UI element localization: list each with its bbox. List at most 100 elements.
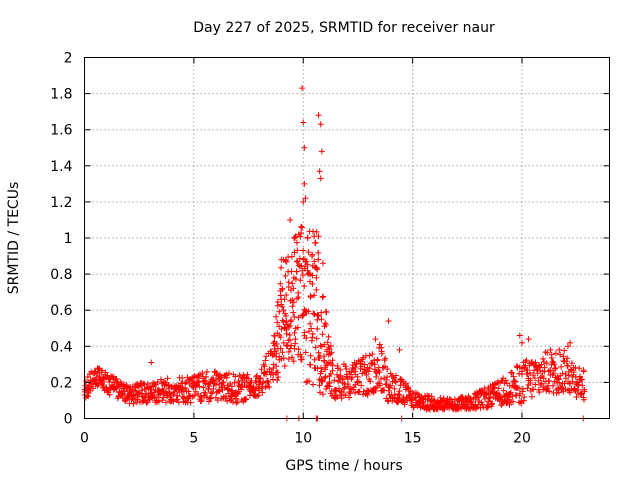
data-point [352,389,359,396]
data-point [561,347,568,354]
data-point [261,363,268,370]
data-point [516,385,523,392]
data-point [291,249,298,256]
data-point [285,254,292,261]
data-point [278,264,285,271]
data-point [551,361,558,368]
axis-ticks [84,57,610,419]
data-point [309,272,316,279]
data-point [312,344,319,351]
data-point [220,379,227,386]
data-point [550,370,557,377]
data-point [547,367,554,374]
data-point [359,370,366,377]
data-point [253,373,260,380]
data-point [311,292,318,299]
data-point [509,369,516,376]
data-point [216,380,223,387]
data-point [277,334,284,341]
data-point [154,379,161,386]
data-point [544,349,551,356]
data-point [279,303,286,310]
data-point [343,365,350,372]
data-points [81,85,588,422]
data-point [318,316,325,323]
data-point [282,312,289,319]
data-point [290,358,297,365]
data-point [281,363,288,370]
data-point [282,257,289,264]
data-point [90,385,97,392]
data-point [538,380,545,387]
data-point [385,387,392,394]
data-point [278,256,285,263]
data-point [303,335,310,342]
y-tick-label: 1 [64,231,73,247]
data-point [318,368,325,375]
data-point [430,397,437,404]
data-point [314,266,321,273]
data-point [300,119,307,126]
data-point [410,404,417,411]
data-point [294,324,301,331]
data-point [561,380,568,387]
data-point [384,366,391,373]
data-point [527,377,534,384]
data-point [96,373,103,380]
data-point [381,387,388,394]
data-point [466,395,473,402]
data-point [535,377,542,384]
data-point [555,389,562,396]
data-point [564,362,571,369]
data-point [315,112,322,119]
data-point [321,323,328,330]
data-point [571,385,578,392]
data-point [303,379,310,386]
data-point [283,292,290,299]
data-point [125,393,132,400]
data-point [200,384,207,391]
data-point [287,216,294,223]
data-point [377,375,384,382]
data-point [395,397,402,404]
data-point [581,386,588,393]
data-point [373,383,380,390]
data-point [276,308,283,315]
data-point [305,249,312,256]
data-point [299,272,306,279]
data-point [195,379,202,386]
data-point [318,148,325,155]
data-point [272,313,279,320]
data-point [387,382,394,389]
data-point [547,346,554,353]
data-point [274,377,281,384]
data-point [331,377,338,384]
data-point [290,285,297,292]
data-point [322,373,329,380]
data-point [285,348,292,355]
data-point [187,399,194,406]
data-point [502,377,509,384]
x-tick-label: 10 [294,431,312,447]
data-point [297,351,304,358]
data-point [372,336,379,343]
x-tick-label: 0 [80,431,89,447]
data-point [531,374,538,381]
data-point [289,280,296,287]
data-point [321,353,328,360]
data-point [337,367,344,374]
data-point [95,381,102,388]
data-point [309,334,316,341]
data-point [519,388,526,395]
data-point [548,351,555,358]
data-point [565,372,572,379]
data-point [288,342,295,349]
y-tick-label: 1.4 [50,159,72,175]
data-point [558,363,565,370]
y-tick-label: 0.8 [50,267,72,283]
data-point [203,394,210,401]
data-point [367,378,374,385]
data-point [483,391,490,398]
data-point [151,380,158,387]
data-point [490,385,497,392]
